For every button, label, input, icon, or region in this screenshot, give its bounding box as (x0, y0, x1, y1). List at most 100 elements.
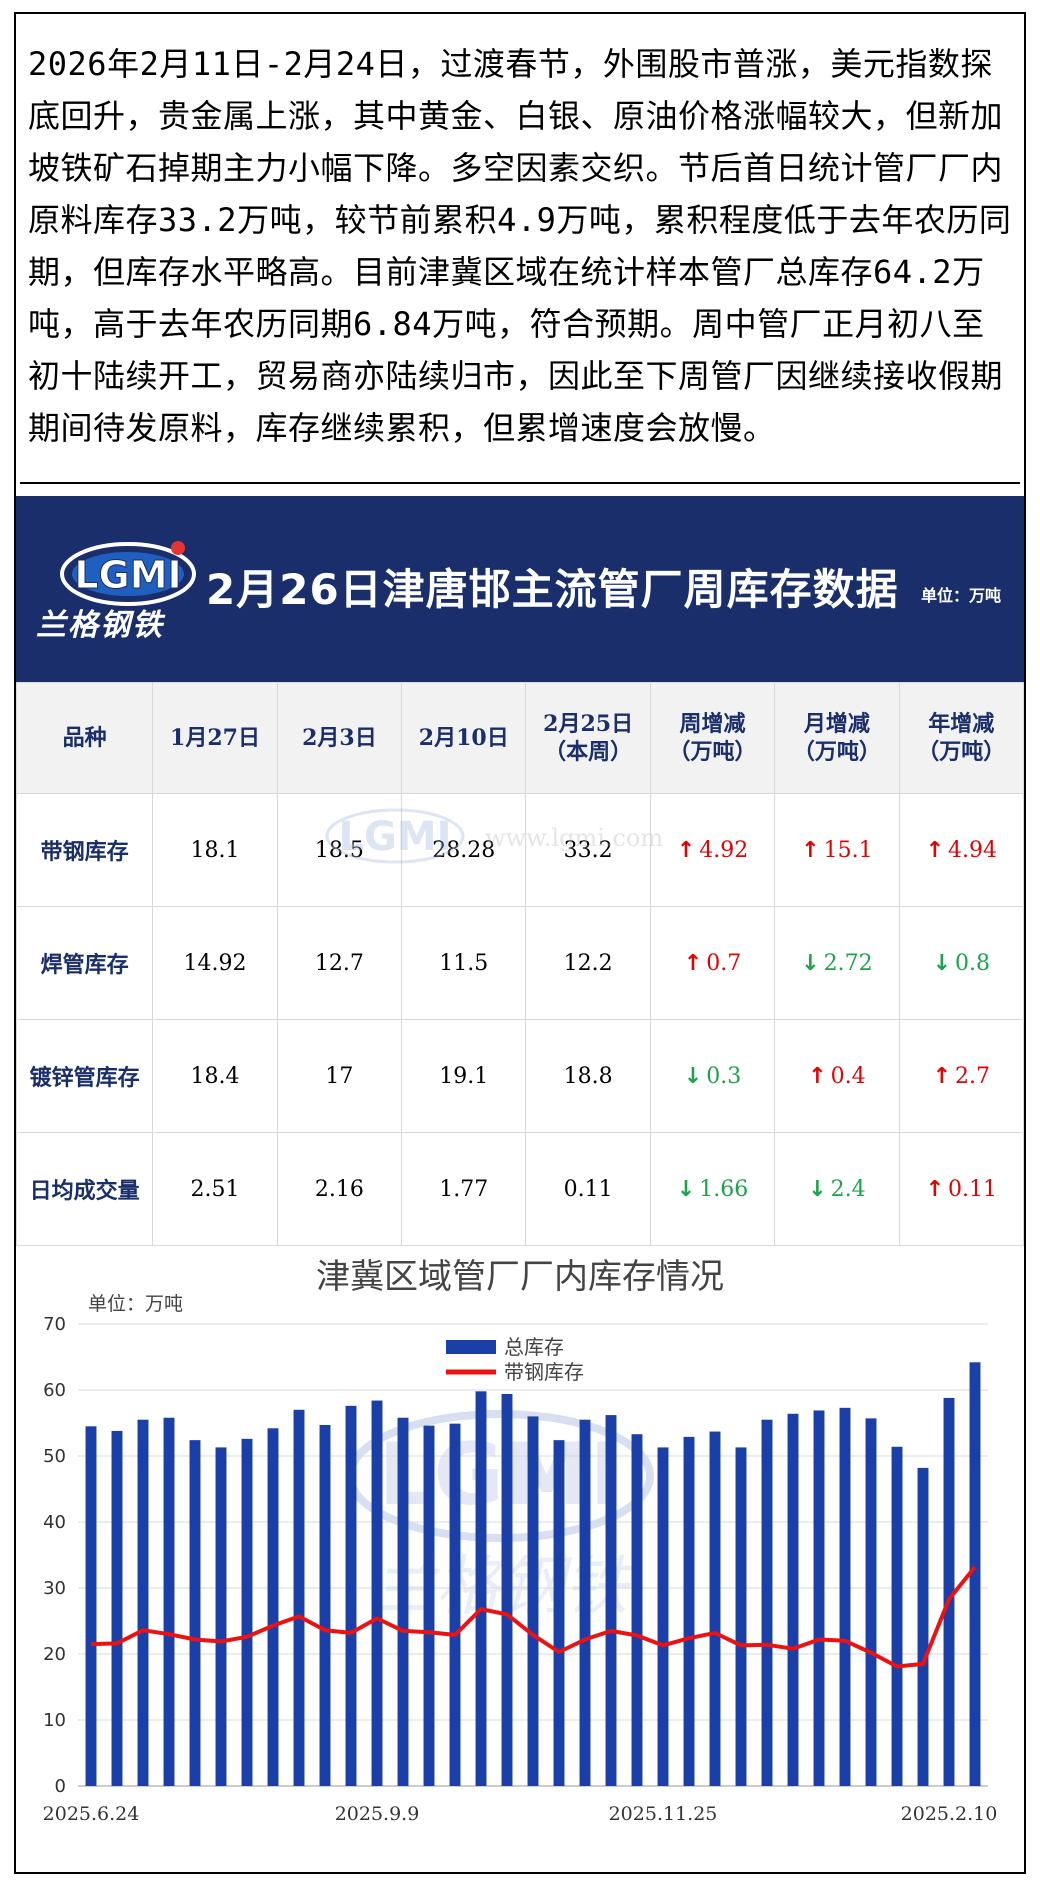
table-header-cell: 1月27日 (152, 682, 278, 794)
table-cell: 28.28 (401, 793, 527, 907)
bar-total-inventory (241, 1438, 253, 1786)
change-cell: ↑ 0.7 (649, 906, 776, 1020)
y-tick-label: 0 (55, 1776, 66, 1797)
bar-total-inventory (319, 1424, 331, 1786)
bar-total-inventory (345, 1405, 357, 1786)
table-cell: 17 (276, 1019, 403, 1133)
bar-total-inventory (137, 1419, 149, 1786)
row-category: 带钢库存 (15, 793, 154, 907)
change-value: 4.94 (948, 837, 997, 863)
bar-total-inventory (631, 1434, 643, 1786)
x-tick-label: 2025.6.24 (43, 1803, 140, 1825)
change-value: 0.3 (706, 1063, 742, 1089)
y-tick-label: 40 (43, 1512, 66, 1533)
banner-unit: 单位：万吨 (921, 586, 1002, 605)
bar-total-inventory (865, 1418, 877, 1786)
chart-unit: 单位：万吨 (88, 1293, 183, 1315)
bar-total-inventory (813, 1410, 825, 1786)
bar-total-inventory (709, 1431, 721, 1786)
table-row: 焊管库存 14.92 12.7 11.5 12.2 ↑ 0.7 ↓ 2.72 ↓ 0.8 (15, 906, 1025, 1020)
change-cell: ↓ 2.72 (774, 906, 900, 1020)
row-category: 镀锌管库存 (15, 1019, 154, 1133)
arrow-down-icon: ↓ (808, 1176, 827, 1202)
table-cell: 14.92 (152, 906, 278, 1020)
change-value: 0.8 (955, 950, 990, 976)
table-cell: 12.2 (525, 906, 651, 1020)
table-header-cell: 月增减 （万吨） (774, 682, 900, 794)
table-header-cell: 2月3日 (276, 682, 403, 794)
table-header-cell: 品种 (15, 682, 154, 794)
table-cell: 19.1 (401, 1019, 527, 1133)
y-tick-label: 20 (43, 1644, 66, 1665)
row-category: 焊管库存 (15, 906, 154, 1020)
line-strip-inventory (90, 1565, 977, 1669)
intro-text: 2026年2月11日-2月24日，过渡春节，外围股市普涨，美元指数探底回升，贵金… (28, 45, 1012, 447)
change-value: 1.66 (699, 1176, 749, 1202)
bar-total-inventory (189, 1440, 201, 1786)
title-banner: LGMI 兰格钢铁 2月26日津唐邯主流管厂周库存数据 单位：万吨 (16, 496, 1024, 682)
bar-total-inventory (397, 1417, 409, 1786)
change-value: 0.11 (948, 1176, 997, 1202)
table-row: 日均成交量 2.51 2.16 1.77 0.11 ↓ 1.66 ↓ 2.4 ↑ 0.11 (15, 1132, 1025, 1246)
arrow-up-icon: ↑ (808, 1063, 827, 1089)
change-cell: ↑ 15.1 (774, 793, 900, 907)
change-value: 2.72 (823, 950, 873, 976)
table-cell: 12.7 (276, 906, 403, 1020)
bar-total-inventory (787, 1413, 799, 1786)
x-tick-label: 2025.9.9 (335, 1803, 420, 1825)
bar-total-inventory (449, 1423, 461, 1786)
banner-title: 2月26日津唐邯主流管厂周库存数据 (206, 565, 899, 614)
bar-total-inventory (267, 1428, 279, 1786)
bar-total-inventory (553, 1440, 565, 1786)
intro-panel: 2026年2月11日-2月24日，过渡春节，外围股市普涨，美元指数探底回升，贵金… (20, 30, 1020, 484)
bar-total-inventory (163, 1417, 175, 1786)
bar-total-inventory (501, 1393, 513, 1786)
arrow-up-icon: ↑ (932, 1063, 951, 1089)
table-cell: 11.5 (401, 906, 527, 1020)
change-value: 2.7 (955, 1063, 990, 1089)
change-cell: ↑ 0.11 (898, 1132, 1025, 1246)
table-header-cell: 周增减 （万吨） (649, 682, 776, 794)
y-tick-label: 10 (43, 1710, 66, 1731)
y-tick-label: 30 (43, 1578, 66, 1599)
table-row: 镀锌管库存 18.4 17 19.1 18.8 ↓ 0.3 ↑ 0.4 ↑ 2.7 (15, 1019, 1025, 1133)
y-tick-label: 70 (43, 1314, 66, 1335)
table-cell: 18.5 (276, 793, 403, 907)
bar-total-inventory (735, 1447, 747, 1786)
inventory-table: 品种 1月27日 2月3日 2月10日 2月25日 （本周） 周增减 （万吨） 月增减 （万… (15, 682, 1025, 1246)
bar-total-inventory (475, 1391, 487, 1786)
x-tick-label: 2025.2.10 (901, 1803, 998, 1825)
change-cell: ↓ 2.4 (774, 1132, 900, 1246)
lgmi-logo: LGMI (60, 541, 196, 606)
arrow-up-icon: ↑ (925, 837, 945, 863)
bar-total-inventory (111, 1430, 123, 1786)
watermark-url-text: www.lgmi.com (485, 824, 663, 852)
change-cell: ↑ 4.92 (649, 793, 776, 907)
legend-swatch-bar (446, 1340, 496, 1354)
change-cell: ↑ 0.4 (774, 1019, 900, 1133)
bar-total-inventory (657, 1447, 669, 1786)
table-cell: 2.16 (276, 1132, 403, 1246)
arrow-up-icon: ↑ (676, 837, 696, 863)
bar-total-inventory (85, 1426, 97, 1786)
bar-total-inventory (293, 1409, 305, 1786)
arrow-up-icon: ↑ (801, 837, 820, 863)
table-cell: 18.8 (525, 1019, 651, 1133)
change-cell: ↑ 2.7 (898, 1019, 1025, 1133)
row-category: 日均成交量 (15, 1132, 154, 1246)
bar-total-inventory (371, 1400, 383, 1786)
change-value: 4.92 (699, 837, 749, 863)
change-value: 0.7 (706, 950, 742, 976)
legend-label-total: 总库存 (504, 1335, 564, 1359)
table-cell: 18.4 (152, 1019, 278, 1133)
logo-text: LGMI (74, 553, 181, 597)
bar-total-inventory (891, 1446, 903, 1786)
table-header-cell: 年增减 （万吨） (898, 682, 1025, 794)
arrow-up-icon: ↑ (683, 950, 703, 976)
change-value: 0.4 (830, 1063, 866, 1089)
bar-total-inventory (423, 1425, 435, 1786)
bar-total-inventory (579, 1419, 591, 1786)
bar-total-inventory (605, 1415, 617, 1786)
bar-total-inventory (969, 1362, 981, 1786)
